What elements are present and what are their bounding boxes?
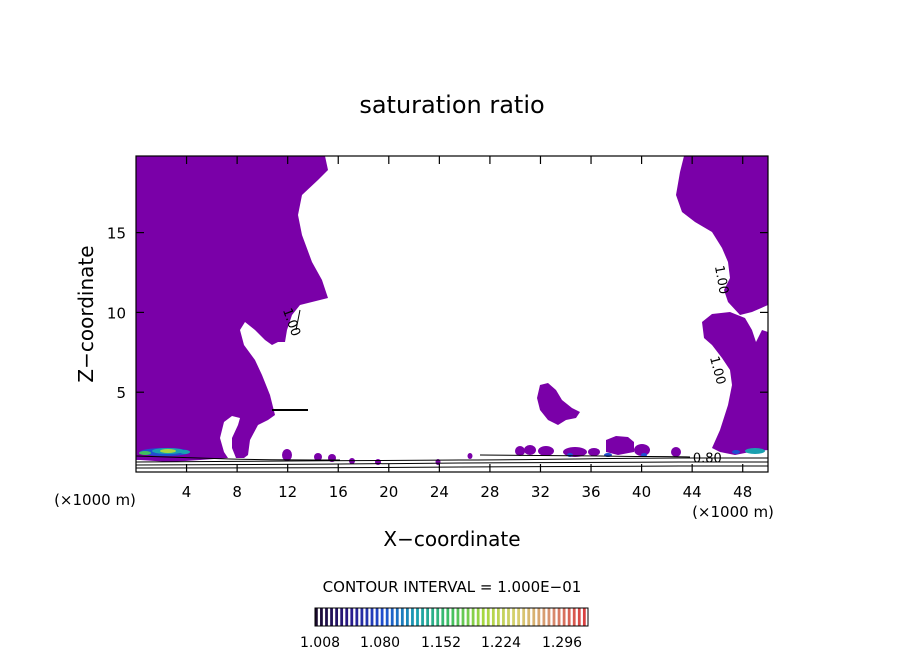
colorbar-swatch [532,608,536,626]
y-tick-label: 10 [107,304,126,322]
colorbar-swatch [406,608,409,626]
contour-label: 1.00 [706,355,728,387]
contour-interval-text: CONTOUR INTERVAL = 1.000E−01 [323,578,582,596]
contour-label: 0.80 [693,451,722,466]
colorbar-swatch [395,608,399,626]
colorbar-swatch [370,608,374,626]
colorbar-tick-labels: 1.008 1.080 1.152 1.224 1.296 [300,635,582,651]
colorbar-swatch [320,608,323,626]
x-axis-label: X−coordinate [383,527,520,551]
colorbar-swatch [416,608,419,626]
colorbar-swatch [390,608,394,626]
colorbar-swatch [481,608,485,626]
x-tick-label: 8 [232,483,242,501]
colorbar-swatch [380,608,384,626]
colorbar-swatch [461,608,465,626]
x-tick-label: 28 [480,483,499,501]
colorbar-swatch [421,608,424,626]
y-axis-ticks: 5 10 15 [107,225,768,402]
colorbar-swatch [350,608,354,626]
colorbar-swatch [562,608,566,626]
colorbar-swatch [577,608,581,626]
colorbar-swatch [315,608,318,626]
contour-label: 1.00 [711,264,731,295]
plot-frame [135,155,769,473]
colorbar-swatch [527,608,531,626]
colorbar-swatch [345,608,349,626]
colorbar-tick-label: 1.224 [481,635,521,651]
contour-plot-area [136,156,768,469]
colorbar-swatch [335,608,339,626]
colorbar [314,607,589,627]
colorbar-swatch [582,608,586,626]
colorbar-swatch [567,608,571,626]
saturation-region-right-lower [702,312,768,455]
colorbar-swatch [547,608,551,626]
colorbar-swatch [512,608,515,626]
x-tick-label: 44 [683,483,702,501]
y-tick-label: 15 [107,225,126,243]
x-unit-label: (×1000 m) [692,503,774,521]
x-tick-label: 20 [379,483,398,501]
x-tick-label: 16 [329,483,348,501]
colorbar-swatch [385,608,389,626]
colorbar-swatch [517,608,521,626]
colorbar-swatch [355,608,359,626]
colorbar-tick-label: 1.152 [421,635,461,651]
x-axis-ticks: 4 8 12 16 20 24 28 32 36 40 44 48 [182,156,752,501]
y-tick-label: 5 [116,384,126,402]
colorbar-swatch [522,608,526,626]
x-tick-label: 36 [581,483,600,501]
saturation-region-right-upper [676,156,768,315]
colorbar-swatch [325,608,328,626]
chart-title: saturation ratio [359,91,544,119]
colorbar-swatch [456,608,460,626]
saturation-region-left [136,156,328,462]
colorbar-frame [314,607,589,627]
x-tick-label: 48 [733,483,752,501]
saturation-region-small [606,436,634,455]
x-tick-label: 32 [531,483,550,501]
contour-labels: 1.001.001.000.80 [279,264,731,466]
z-unit-label: (×1000 m) [54,491,136,509]
colorbar-swatch [486,608,490,626]
colorbar-swatch [365,608,369,626]
colorbar-swatch [400,608,404,626]
colorbar-swatch [537,608,541,626]
colorbar-swatch [426,608,430,626]
colorbar-swatch [451,608,455,626]
saturation-region-middle [537,383,580,425]
colorbar-swatch [375,608,379,626]
colorbar-swatch [476,608,480,626]
colorbar-tick-label: 1.080 [360,635,400,651]
colorbar-swatch [471,608,475,626]
y-axis-label: Z−coordinate [74,245,98,382]
colorbar-swatch [507,608,510,626]
colorbar-swatch [330,608,333,626]
colorbar-swatch [431,608,435,626]
colorbar-tick-label: 1.296 [542,635,582,651]
colorbar-swatch [411,608,414,626]
colorbar-swatch [491,608,495,626]
colorbar-swatch [497,608,500,626]
colorbar-swatch [436,608,440,626]
colorbar-swatch [552,608,556,626]
colorbar-tick-label: 1.008 [300,635,340,651]
colorbar-swatch [360,608,364,626]
surface-contour-lines [136,309,768,469]
colorbar-swatch [340,608,344,626]
colorbar-swatch [572,608,576,626]
colorbar-swatch [446,608,450,626]
x-tick-label: 24 [430,483,449,501]
colorbar-swatch [502,608,505,626]
colorbar-swatch [542,608,546,626]
x-tick-label: 40 [632,483,651,501]
colorbar-swatch [466,608,470,626]
colorbar-swatch [557,608,561,626]
colorbar-swatch [441,608,445,626]
x-tick-label: 4 [182,483,192,501]
x-tick-label: 12 [278,483,297,501]
